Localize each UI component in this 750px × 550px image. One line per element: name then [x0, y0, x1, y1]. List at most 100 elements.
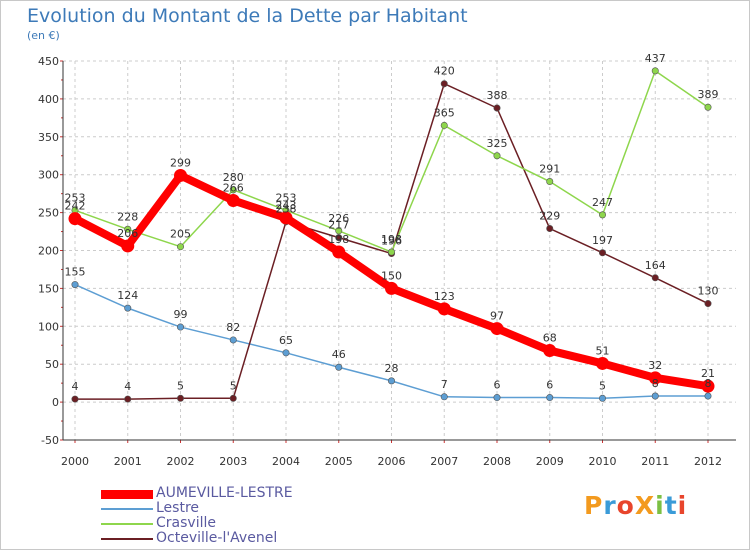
data-label: 389 — [698, 88, 719, 101]
data-label: 130 — [698, 285, 719, 298]
y-tick-label: 0 — [52, 396, 59, 409]
data-point — [543, 344, 557, 358]
data-label: 253 — [276, 191, 297, 204]
data-label: 46 — [332, 348, 346, 361]
data-point — [177, 394, 185, 402]
data-label: 420 — [434, 65, 455, 78]
x-tick-label: 2009 — [536, 455, 564, 468]
x-tick-label: 2003 — [219, 455, 247, 468]
data-point — [493, 104, 501, 112]
data-label: 4 — [124, 380, 131, 393]
data-point — [598, 394, 606, 402]
data-label: 28 — [385, 362, 399, 375]
data-point — [648, 371, 662, 385]
y-tick-label: 350 — [38, 131, 59, 144]
y-tick-label: 450 — [38, 55, 59, 68]
data-label: 198 — [328, 233, 349, 246]
data-point — [651, 392, 659, 400]
data-point — [704, 392, 712, 400]
axes: -50 0 50 100 150 200 250 300 350 400 450 2000 2001 20… — [38, 55, 736, 468]
data-point — [226, 193, 240, 207]
data-label: 247 — [592, 196, 613, 209]
legend-swatch — [101, 538, 153, 540]
x-tick-label: 2010 — [589, 455, 617, 468]
data-point — [651, 274, 659, 282]
y-tick-label: 300 — [38, 169, 59, 182]
data-point — [440, 393, 448, 401]
data-label: 7 — [441, 378, 448, 391]
data-label: 217 — [328, 219, 349, 232]
data-point — [124, 225, 132, 233]
data-point — [335, 234, 343, 242]
legend-swatch — [101, 508, 153, 510]
data-point — [124, 395, 132, 403]
data-point — [651, 67, 659, 75]
data-point — [68, 212, 82, 226]
data-point — [598, 211, 606, 219]
data-point — [282, 349, 290, 357]
legend-label: Crasville — [156, 515, 216, 531]
data-label: 253 — [65, 191, 86, 204]
data-label: 150 — [381, 269, 402, 282]
data-point — [546, 178, 554, 186]
data-label: 226 — [328, 212, 349, 225]
data-point — [546, 225, 554, 233]
data-point — [546, 394, 554, 402]
data-point — [279, 211, 293, 225]
data-label: 97 — [490, 310, 504, 323]
data-point — [701, 379, 715, 393]
legend-swatch — [101, 523, 153, 525]
legend-label: Lestre — [156, 500, 200, 516]
chart-title: Evolution du Montant de la Dette par Hab… — [27, 5, 468, 27]
y-axis-unit: (en €) — [27, 29, 60, 42]
data-label: 82 — [226, 321, 240, 334]
data-label: 6 — [494, 379, 501, 392]
legend-label: Octeville-l'Avenel — [156, 530, 278, 546]
data-label: 280 — [223, 171, 244, 184]
legend-label: AUMEVILLE-LESTRE — [156, 485, 293, 501]
data-label: 205 — [170, 228, 191, 241]
data-label: 196 — [381, 235, 402, 248]
data-point — [596, 356, 609, 370]
data-point — [437, 302, 451, 316]
data-point — [174, 168, 187, 182]
data-label: 6 — [546, 379, 553, 392]
data-point — [385, 281, 398, 295]
y-tick-label: -50 — [41, 434, 59, 447]
data-point — [704, 300, 712, 308]
series — [68, 67, 715, 403]
data-point — [493, 394, 501, 402]
data-label: 164 — [645, 259, 666, 272]
data-label: 325 — [487, 137, 508, 150]
data-label: 51 — [596, 344, 610, 357]
x-tick-label: 2004 — [272, 455, 300, 468]
data-label: 124 — [117, 289, 138, 302]
x-tick-label: 2006 — [378, 455, 406, 468]
x-tick-label: 2008 — [483, 455, 511, 468]
data-label: 68 — [543, 332, 557, 345]
x-tick-label: 2012 — [694, 455, 722, 468]
y-tick-label: 150 — [38, 282, 59, 295]
data-point — [335, 227, 343, 235]
data-label: 242 — [65, 200, 86, 213]
data-point — [332, 245, 346, 259]
data-label: 266 — [223, 181, 244, 194]
data-label: 388 — [487, 89, 508, 102]
x-tick-label: 2007 — [430, 455, 458, 468]
y-tick-label: 100 — [38, 320, 59, 333]
data-point — [121, 239, 135, 253]
y-tick-label: 200 — [38, 245, 59, 258]
x-tick-label: 2005 — [325, 455, 353, 468]
data-point — [335, 363, 343, 371]
data-label: 5 — [230, 379, 237, 392]
data-label: 5 — [599, 379, 606, 392]
data-label: 155 — [65, 266, 86, 279]
data-label: 198 — [381, 233, 402, 246]
data-point — [229, 394, 237, 402]
data-point — [440, 121, 448, 129]
x-tick-label: 2000 — [61, 455, 89, 468]
data-point — [71, 281, 79, 289]
data-label: 65 — [279, 334, 293, 347]
